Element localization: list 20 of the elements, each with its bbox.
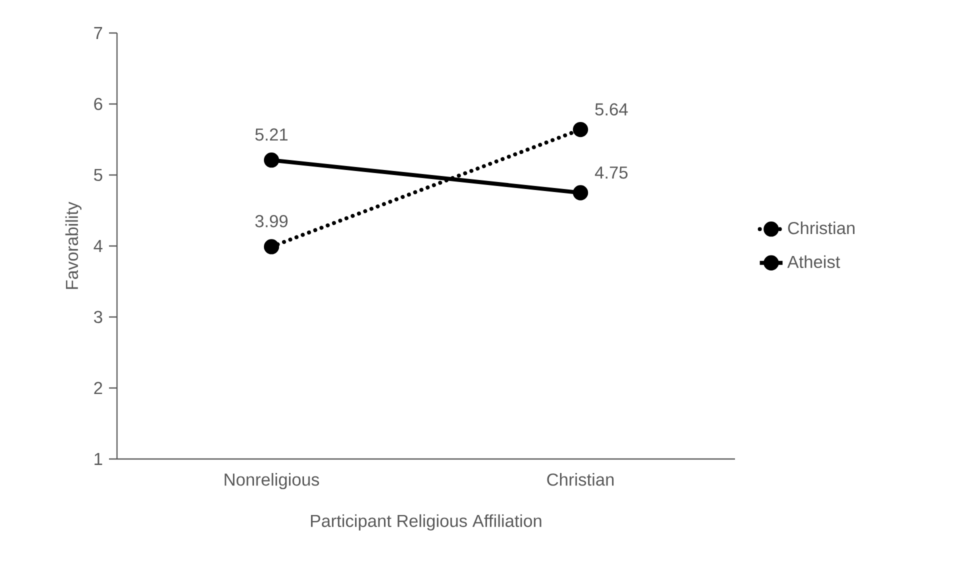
y-tick-label: 1 — [94, 453, 102, 465]
data-label: 4.75 — [594, 166, 628, 179]
legend-label: Atheist — [787, 255, 840, 268]
y-axis-title: Favorability — [65, 202, 82, 289]
data-label: 5.21 — [255, 128, 288, 141]
data-label: 5.64 — [595, 103, 628, 116]
point — [264, 239, 280, 254]
point — [572, 185, 588, 200]
y-tick-label: 7 — [94, 27, 102, 39]
data-label: 3.99 — [255, 215, 288, 228]
point — [572, 122, 588, 138]
y-tick-label: 5 — [94, 168, 102, 182]
point — [264, 152, 280, 168]
legend-label: Christian — [788, 221, 854, 234]
y-tick-label: 6 — [94, 98, 102, 110]
x-tick-label: Nonreligious — [224, 473, 320, 490]
y-tick-label: 3 — [94, 310, 102, 324]
y-tick-label: 4 — [94, 240, 102, 252]
x-axis-title: Participant Religious Affiliation — [311, 514, 542, 530]
y-tick-label: 2 — [94, 382, 102, 394]
